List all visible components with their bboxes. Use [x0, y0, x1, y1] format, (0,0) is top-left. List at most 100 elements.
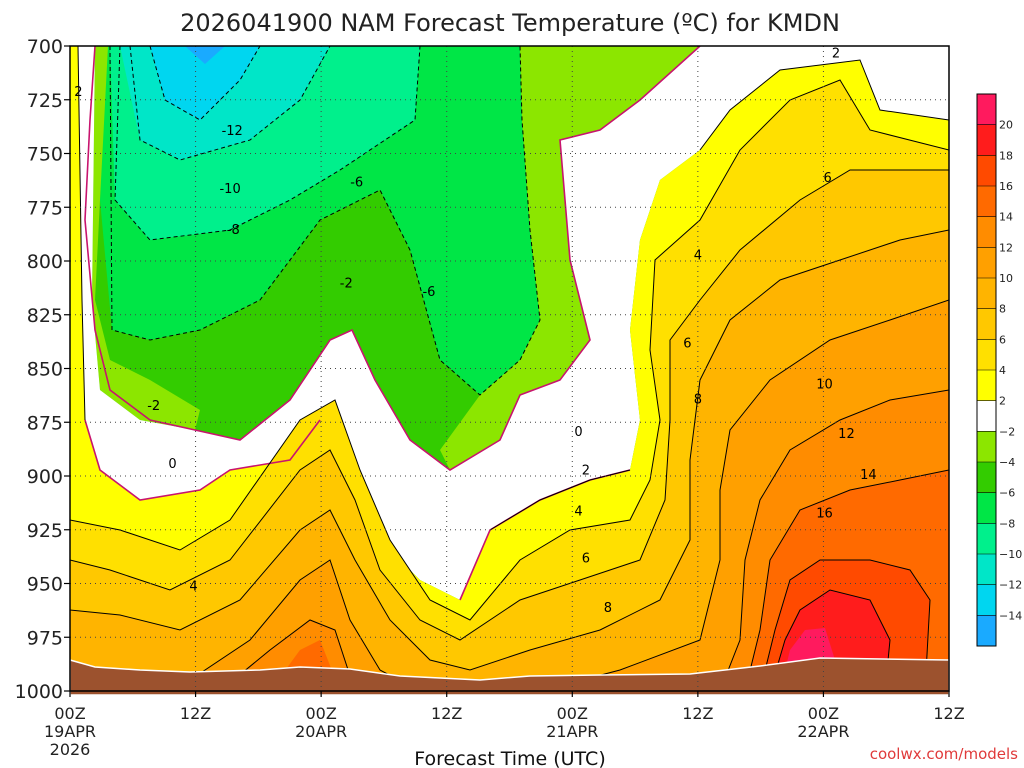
- colorbar-swatch: [977, 462, 996, 494]
- y-axis: 700 725 750 775 800 825 850 875 900 925 950 975 1000: [15, 36, 70, 703]
- colorbar-swatch: [977, 124, 996, 156]
- colorbar-swatch: [977, 370, 996, 402]
- colorbar-label: −6: [999, 487, 1015, 500]
- contour-minus10-dash: [129, 46, 331, 161]
- contour-label: -12: [222, 124, 243, 139]
- x-tick-label: 00Z: [808, 704, 839, 723]
- contour-label: 12: [838, 427, 855, 442]
- x-tick-year: 2026: [50, 740, 91, 759]
- colorbar-swatch: [977, 247, 996, 279]
- x-tick-label: 12Z: [682, 704, 713, 723]
- y-tick-label: 700: [27, 36, 63, 58]
- colorbar-swatch: [977, 400, 996, 432]
- contour-lines: [70, 46, 949, 691]
- colorbar-label: 6: [999, 333, 1006, 346]
- band-minus4-left: [92, 46, 200, 430]
- colorbar-label: −10: [999, 548, 1022, 561]
- colorbar-label: −2: [999, 425, 1015, 438]
- contour-label: 2: [74, 85, 82, 100]
- chart-title: 2026041900 NAM Forecast Temperature (ºC)…: [180, 9, 840, 37]
- contour-label: 14: [860, 468, 877, 483]
- contour-8: [70, 229, 949, 671]
- x-tick-label: 00Z: [54, 704, 85, 723]
- colorbar-label: −4: [999, 456, 1015, 469]
- contour-label: 0: [168, 457, 176, 472]
- x-tick-date: 21APR: [546, 722, 598, 741]
- colorbar-swatch: [977, 554, 996, 586]
- contour-label: 8: [604, 601, 612, 616]
- x-axis-title: Forecast Time (UTC): [414, 748, 605, 768]
- x-tick-label: 12Z: [431, 704, 462, 723]
- colorbar-label: −12: [999, 579, 1022, 592]
- colorbar-label: 10: [999, 272, 1013, 285]
- x-tick-label: 00Z: [305, 704, 336, 723]
- contour-label: 10: [816, 378, 833, 393]
- contour-label: -10: [219, 182, 240, 197]
- y-tick-label: 950: [27, 574, 63, 596]
- contour-zero-lower: [84, 419, 321, 501]
- y-tick-label: 800: [27, 251, 63, 273]
- contour-minus2-dash: [109, 46, 541, 396]
- y-tick-label: 825: [27, 305, 63, 327]
- contour-label: -8: [227, 223, 240, 238]
- x-tick-label: 12Z: [933, 704, 964, 723]
- y-tick-label: 875: [27, 412, 63, 434]
- contour-label: 6: [582, 552, 590, 567]
- contour-label: -2: [147, 399, 160, 414]
- colorbar: 20 18 16 14 12 10 8 6 4 2 −2 −4 −6 −8 −10 −12 −14: [976, 93, 1022, 647]
- contour-label: 0: [574, 425, 582, 440]
- contour-label: -6: [350, 175, 363, 190]
- colorbar-label: −8: [999, 517, 1015, 530]
- colorbar-swatch: [977, 615, 996, 647]
- contour-label: 4: [574, 504, 582, 519]
- colorbar-swatch: [977, 186, 996, 218]
- band-10: [100, 300, 949, 691]
- colorbar-label: 20: [999, 119, 1013, 132]
- contour-18: [769, 589, 891, 691]
- x-tick-date: 20APR: [295, 722, 347, 741]
- y-tick-label: 925: [27, 520, 63, 542]
- contour-label: -6: [422, 285, 435, 300]
- contour-6: [70, 169, 949, 641]
- contour-labels: 2 -12 -10 -8 -6 -2 -6 -2 0 4 2 6 4 6 8 10 12 14 16 0 2 4 6 8: [74, 46, 876, 616]
- contour-14: [744, 469, 949, 691]
- y-tick-label: 850: [27, 359, 63, 381]
- colorbar-swatch: [977, 492, 996, 524]
- colorbar-label: 14: [999, 211, 1013, 224]
- y-tick-label: 1000: [15, 681, 63, 703]
- contour-label: 6: [823, 171, 831, 186]
- band-minus14: [150, 46, 260, 120]
- colorbar-swatch: [977, 278, 996, 310]
- y-tick-label: 725: [27, 90, 63, 112]
- contour-label: 8: [694, 393, 702, 408]
- colorbar-label: 12: [999, 241, 1013, 254]
- contour-minus12-dash: [149, 46, 261, 121]
- temperature-fill-layer: [70, 46, 949, 691]
- colorbar-swatch: [977, 431, 996, 463]
- band-zero: [70, 46, 949, 600]
- contour-12: [219, 389, 949, 691]
- contour-label: 4: [694, 249, 702, 264]
- contour-minus6-dash: [114, 46, 421, 241]
- contour-16: [759, 559, 931, 691]
- colorbar-swatch: [977, 94, 996, 126]
- colorbar-label: 16: [999, 180, 1013, 193]
- contour-label: 2: [832, 46, 840, 61]
- band-minus4-mid: [440, 46, 700, 470]
- band-minus16: [185, 46, 225, 64]
- colorbar-label: 8: [999, 303, 1006, 316]
- colorbar-swatch: [977, 155, 996, 187]
- colorbar-swatch: [977, 523, 996, 555]
- colorbar-label: 4: [999, 364, 1006, 377]
- contour-zero-left: [84, 46, 701, 471]
- y-tick-label: 750: [27, 144, 63, 166]
- contour-label: 2: [582, 464, 590, 479]
- contour-label: 6: [683, 337, 691, 352]
- colorbar-swatch: [977, 339, 996, 371]
- colorbar-swatch: [977, 216, 996, 248]
- contour-2: [77, 46, 949, 531]
- y-tick-label: 900: [27, 466, 63, 488]
- colorbar-label: 2: [999, 395, 1006, 408]
